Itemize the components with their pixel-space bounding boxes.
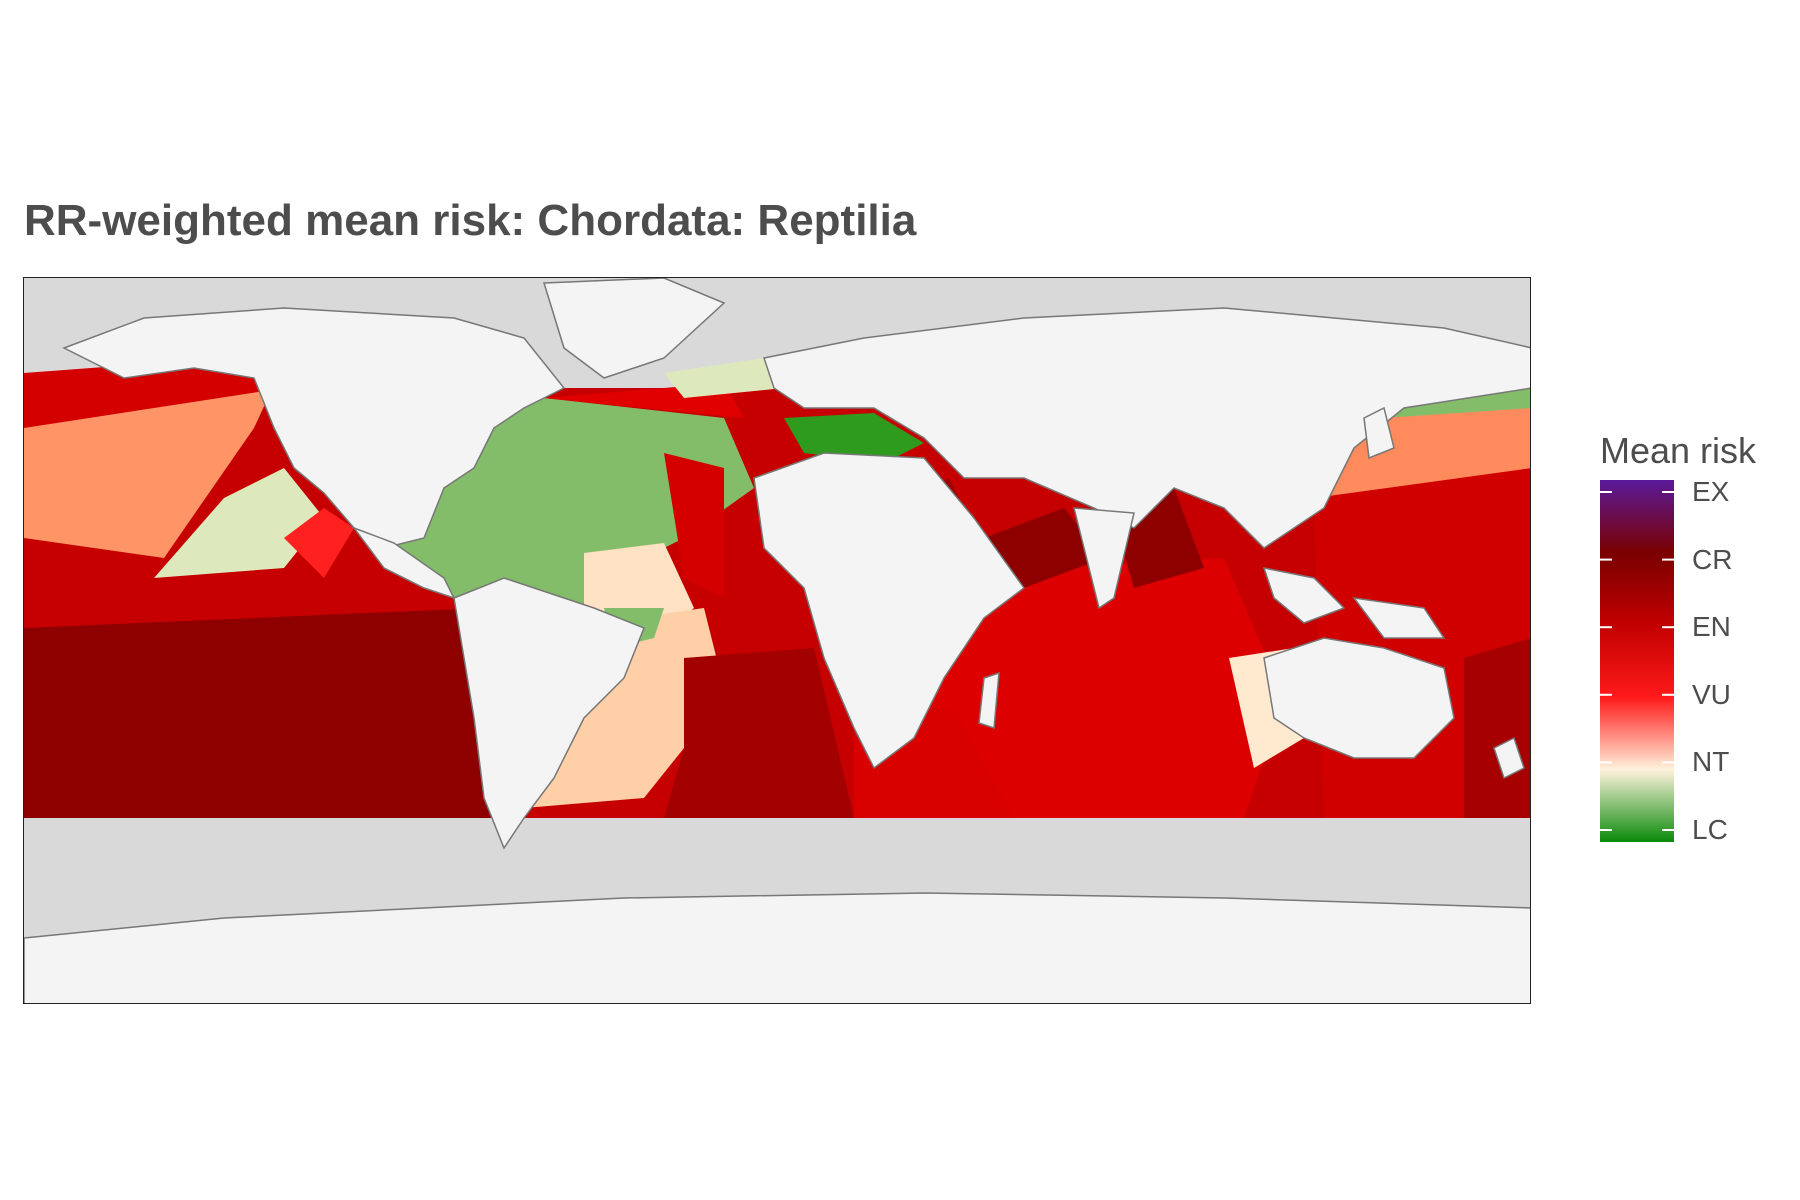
risk-mexico-vu — [284, 508, 354, 578]
legend: Mean risk EX CR EN VU NT LC — [1600, 430, 1780, 850]
land-india — [1073, 507, 1135, 610]
land-eurasia — [763, 307, 1530, 549]
legend-label-nt: NT — [1692, 746, 1730, 778]
risk-south-atlantic-cr — [664, 648, 854, 818]
land-new-zealand — [1493, 736, 1525, 780]
legend-gradient — [1600, 480, 1674, 842]
land-madagascar — [978, 671, 1000, 730]
legend-ticks — [1600, 491, 1674, 831]
legend-label-vu: VU — [1692, 678, 1731, 710]
land-antarctica — [24, 892, 1530, 1003]
risk-north-pacific-top — [24, 358, 284, 428]
risk-north-atlantic-nt — [664, 358, 784, 398]
legend-label-lc: LC — [1692, 814, 1728, 845]
land-new-guinea — [1352, 597, 1446, 639]
land-north-america — [62, 307, 566, 549]
risk-arabian-sea-cr — [984, 508, 1104, 588]
world-map — [24, 278, 1530, 1003]
risk-pacific-nt — [154, 468, 324, 578]
map-panel — [23, 277, 1531, 1004]
land-africa — [753, 452, 1026, 770]
land-greenland — [542, 278, 726, 379]
land-japan — [1363, 406, 1395, 460]
plot-title: RR-weighted mean risk: Chordata: Reptili… — [24, 196, 917, 245]
land-borneo — [1262, 567, 1346, 624]
legend-label-en: EN — [1692, 611, 1731, 643]
risk-south-west-pacific-cr — [1464, 638, 1530, 818]
land-layer — [24, 278, 1530, 1003]
land-south-america — [453, 577, 645, 850]
risk-south-pacific-cr — [24, 608, 494, 818]
legend-title: Mean risk — [1600, 430, 1757, 471]
risk-atlantic-african-coast — [664, 453, 724, 598]
legend-label-cr: CR — [1692, 543, 1733, 575]
risk-mediterranean-lc — [784, 413, 924, 463]
land-australia — [1263, 637, 1455, 759]
legend-colorbar — [1600, 480, 1674, 842]
legend-label-ex: EX — [1692, 476, 1730, 507]
